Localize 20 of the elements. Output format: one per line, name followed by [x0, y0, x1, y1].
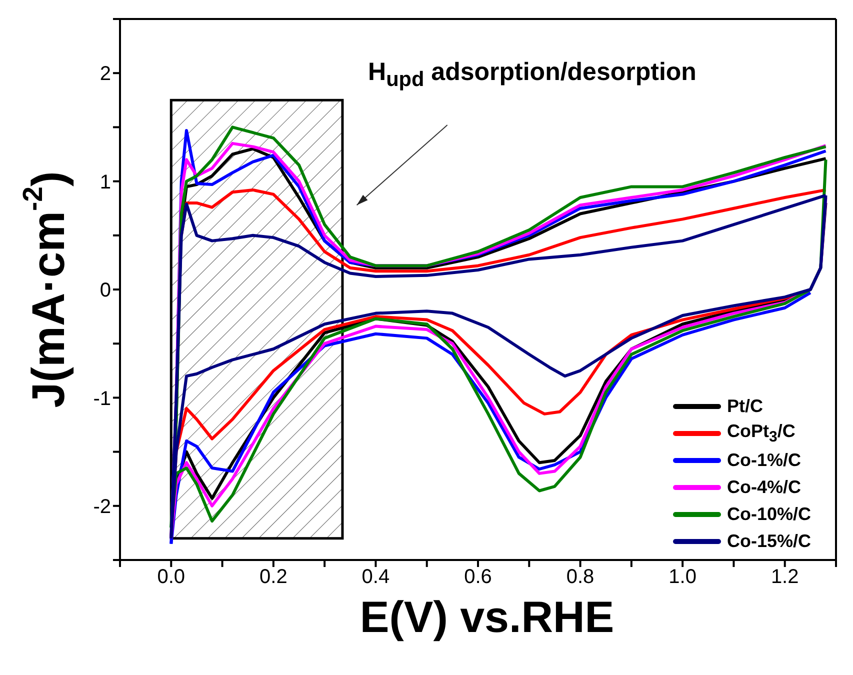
y-tick-label: 2 [100, 63, 111, 86]
legend-label: Co-4%/C [727, 477, 802, 498]
y-tick-label: 0 [100, 280, 111, 302]
y-tick-label: -2 [93, 496, 111, 518]
legend-label: Pt/C [727, 396, 763, 417]
y-tick-label: 1 [100, 171, 111, 194]
x-tick-label: 0.8 [566, 566, 594, 588]
x-axis-title: E(V) vs.RHE [358, 593, 616, 643]
x-tick-label: 1.0 [668, 566, 696, 588]
x-tick-label: 0.0 [157, 566, 186, 588]
legend-label: Co-10%/C [727, 504, 812, 525]
legend-label: Co-1%/C [727, 450, 802, 471]
x-tick-label: 0.6 [464, 566, 492, 588]
annotation: H$_{upd}$ adsorption/desorption [368, 58, 696, 92]
legend-label: CoPt$_{3}$/C [727, 421, 796, 446]
legend-label: Co-15%/C [727, 531, 812, 552]
x-tick-label: 0.4 [362, 566, 390, 588]
y-tick-label: -1 [93, 388, 111, 410]
x-tick-label: 1.2 [770, 566, 799, 588]
x-tick-label: 0.2 [260, 566, 288, 588]
